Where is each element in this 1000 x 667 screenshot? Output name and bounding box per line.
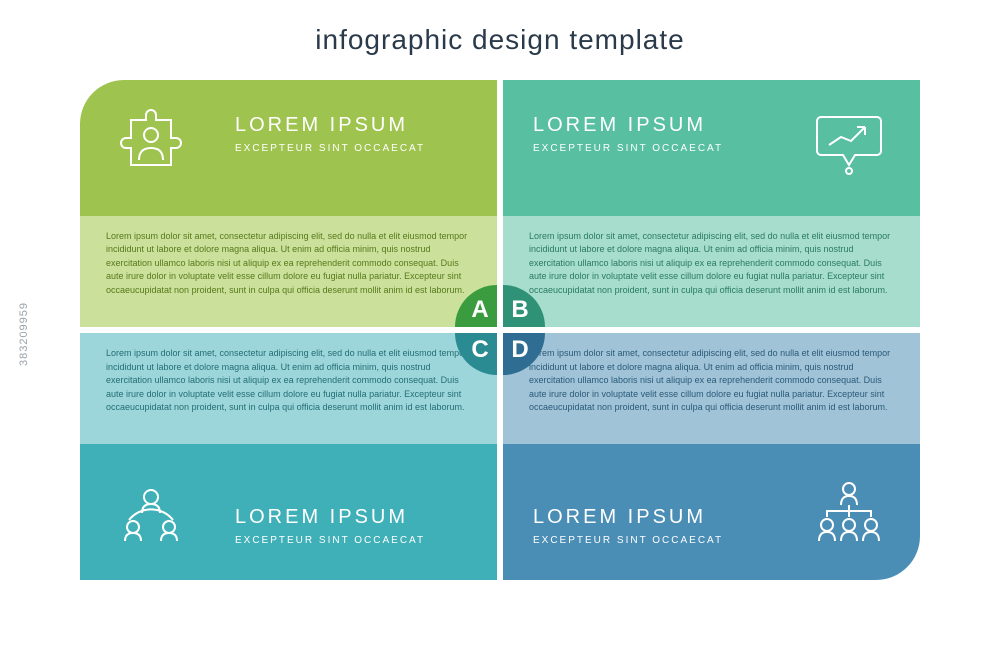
panel-b: Lorem ipsum dolor sit amet, consectetur …	[503, 80, 920, 327]
panel-d-heading: LOREM IPSUM	[533, 506, 723, 529]
panel-a: Lorem ipsum dolor sit amet, consectetur …	[80, 80, 497, 327]
panel-a-bodytext: Lorem ipsum dolor sit amet, consectetur …	[106, 230, 471, 298]
panel-c-body: Lorem ipsum dolor sit amet, consectetur …	[80, 333, 497, 444]
team-circle-icon	[106, 470, 196, 560]
panel-c: Lorem ipsum dolor sit amet, consectetur …	[80, 333, 497, 580]
panel-c-subheading: EXCEPTEUR SINT OCCAECAT	[235, 535, 425, 546]
panel-d: Lorem ipsum dolor sit amet, consectetur …	[503, 333, 920, 580]
panel-d-text: LOREM IPSUM EXCEPTEUR SINT OCCAECAT	[533, 506, 723, 546]
panel-b-body: Lorem ipsum dolor sit amet, consectetur …	[503, 216, 920, 327]
panel-a-text: LOREM IPSUM EXCEPTEUR SINT OCCAECAT	[235, 114, 425, 154]
chart-bubble-icon	[804, 100, 894, 190]
page-title: infographic design template	[315, 24, 684, 56]
panel-c-bodytext: Lorem ipsum dolor sit amet, consectetur …	[106, 347, 471, 415]
panel-a-body: Lorem ipsum dolor sit amet, consectetur …	[80, 216, 497, 327]
panel-b-subheading: EXCEPTEUR SINT OCCAECAT	[533, 143, 723, 154]
panel-d-bodytext: Lorem ipsum dolor sit amet, consectetur …	[529, 347, 894, 415]
hierarchy-icon	[804, 470, 894, 560]
infographic-grid: Lorem ipsum dolor sit amet, consectetur …	[80, 80, 920, 580]
puzzle-person-icon	[106, 100, 196, 190]
panel-c-heading: LOREM IPSUM	[235, 506, 425, 529]
panel-d-subheading: EXCEPTEUR SINT OCCAECAT	[533, 535, 723, 546]
panel-a-heading: LOREM IPSUM	[235, 114, 425, 137]
panel-b-bodytext: Lorem ipsum dolor sit amet, consectetur …	[529, 230, 894, 298]
panel-d-body: Lorem ipsum dolor sit amet, consectetur …	[503, 333, 920, 444]
panel-b-text: LOREM IPSUM EXCEPTEUR SINT OCCAECAT	[533, 114, 723, 154]
panel-b-heading: LOREM IPSUM	[533, 114, 723, 137]
panel-c-text: LOREM IPSUM EXCEPTEUR SINT OCCAECAT	[235, 506, 425, 546]
panel-a-subheading: EXCEPTEUR SINT OCCAECAT	[235, 143, 425, 154]
watermark-id: 383209959	[18, 301, 30, 365]
